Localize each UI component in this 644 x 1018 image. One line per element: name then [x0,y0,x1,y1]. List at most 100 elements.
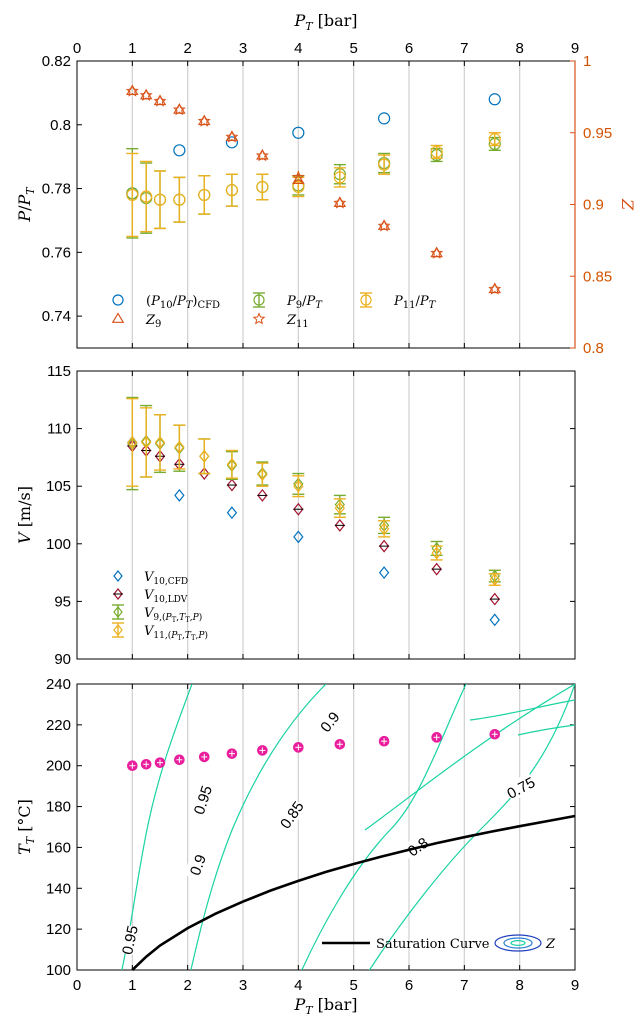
data-point [293,530,304,544]
legend-marker [113,624,123,636]
x-axis-label: PT [bar] [293,995,357,1017]
legend-label: V9,(PT,TT,P) [144,606,202,624]
data-point [153,94,167,107]
data-point [431,562,442,576]
data-point [488,133,501,146]
contour-label-bg [183,848,211,881]
legend-label: V11,(PT,TT,P) [144,624,208,642]
data-point [199,449,210,463]
y-tick-label: 0.8 [50,117,71,134]
data-point [430,246,443,258]
x-tick-label: 3 [239,977,247,994]
panel-pressure-ratio: 0 1 2 3 4 5 6 7 8 9 0.74 0.76 0.78 0.8 0.82 0.8 0.85 0.9 0… [15,11,637,357]
legend-marker [113,588,123,600]
y-axis-label-right: Z [618,198,637,211]
y-tick-label: 140 [46,880,71,897]
data-point [430,145,443,158]
y-tick-label: 90 [54,651,71,668]
y-tick-label-right: 0.95 [583,125,612,142]
y-tick-label: 105 [46,478,71,495]
data-point [127,435,138,449]
data-point [139,88,153,101]
legend-label: Z11 [286,313,309,330]
contour-label: 0.9 [187,852,210,877]
contour-label-bg [400,830,435,862]
data-point [174,488,185,502]
z-contour-line [301,684,467,970]
data-point [334,501,346,515]
data-point [226,457,238,471]
x-tick-label-top: 4 [294,40,302,57]
x-tick-label-top: 9 [571,40,579,57]
y-tick-label-right: 0.85 [583,268,612,285]
x-tick-label: 8 [515,977,523,994]
z-contour-line [364,684,575,831]
z-contour-line [469,699,575,721]
contour-label: 0.75 [504,774,538,803]
legend-label: P9/PT [286,294,323,311]
data-point [378,112,391,125]
data-point [225,136,239,149]
data-point [153,94,167,106]
x-tick-label: 4 [294,977,302,994]
y-tick-label: 0.74 [42,308,71,325]
x-tick-label-top: 2 [183,40,191,57]
x-tick-label: 9 [571,977,579,994]
data-point [140,190,153,203]
y-tick-label: 0.82 [42,53,71,70]
data-point [173,193,186,206]
contour-label-bg [117,924,141,956]
data-point [333,171,346,184]
x-tick-label: 7 [460,977,468,994]
data-point [257,488,268,502]
data-point [126,188,139,202]
y-tick-label: 120 [46,921,71,938]
legend-marker-contour [494,934,542,952]
y-axis-label: P/PT [15,186,37,223]
data-point [431,546,442,560]
y-tick-label: 110 [47,421,71,438]
data-point [140,435,152,449]
data-point [489,613,500,627]
data-point [333,196,347,207]
y-tick-label: 100 [46,962,71,979]
y-tick-label: 115 [47,363,71,380]
contour-label: 0.85 [277,798,308,832]
contour-label-bg [275,797,307,832]
data-point [197,114,211,126]
x-tick-label: 1 [128,977,136,994]
x-tick-label-top: 1 [128,40,136,57]
y-tick-label: 240 [46,676,71,693]
x-tick-label-top: 5 [349,40,357,57]
legend-marker [113,570,123,582]
legend-label: V10,LDV [144,588,188,605]
x-tick-label-top: 7 [460,40,468,57]
y-tick-label: 160 [46,839,71,856]
data-point [256,180,269,194]
x-tick-label-top: 0 [73,40,81,57]
x-tick-label: 0 [73,977,81,994]
legend-label: (P10/PT)CFD [146,294,220,311]
data-point [226,478,238,492]
legend-label: Z9 [145,313,161,330]
legend-marker [252,312,266,325]
data-point [225,130,239,141]
y-tick-label: 180 [46,799,71,816]
legend-marker [111,312,125,323]
data-point [154,435,166,449]
data-point [126,84,139,96]
data-point [125,84,139,97]
y-tick-label: 0.76 [42,244,71,261]
y-tick-label-right: 0.8 [583,340,604,357]
data-point [489,573,500,586]
data-point [173,103,186,114]
data-point [488,282,502,295]
legend-marker-contour [510,939,526,946]
data-point [225,130,239,143]
x-tick-label-top: 3 [239,40,247,57]
legend-bottom: Saturation Curve Z [322,934,556,952]
data-point [225,184,239,197]
panel-velocity: 90 95 100 105 110 115 V [m/s] V10,CFDV10,LDVV9,… [15,363,576,668]
